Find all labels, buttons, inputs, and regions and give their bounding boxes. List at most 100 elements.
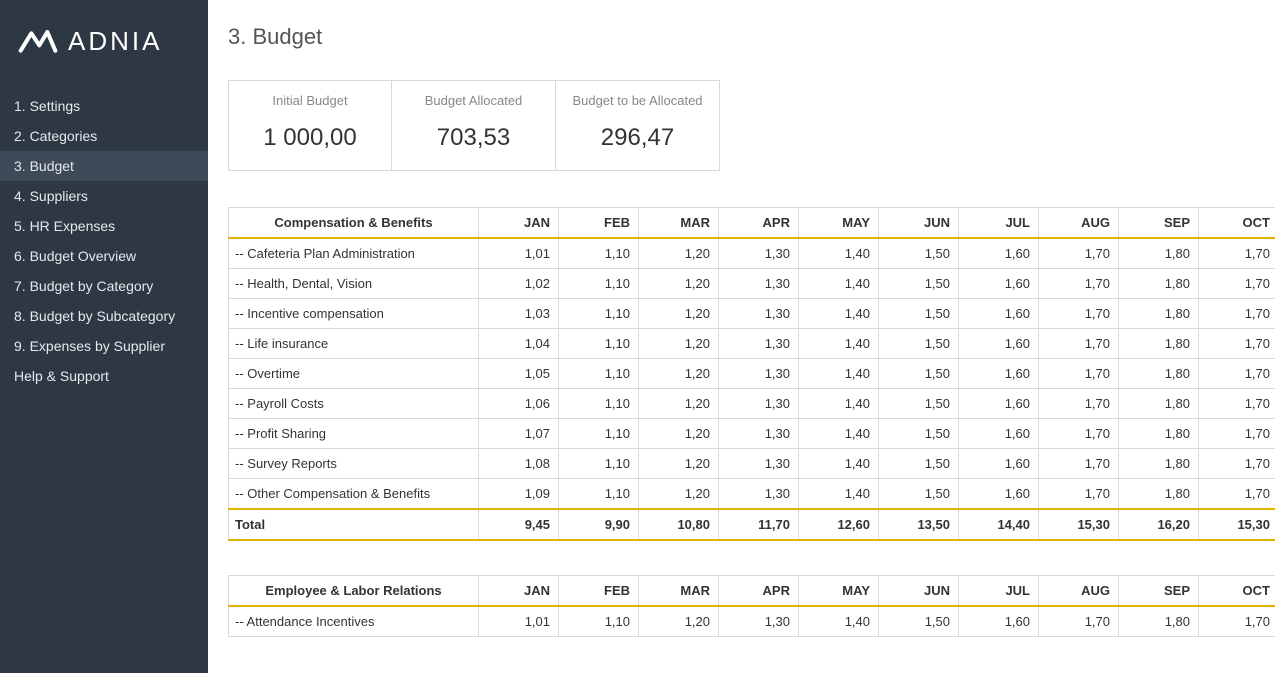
cell-value[interactable]: 1,40 — [799, 238, 879, 269]
cell-value[interactable]: 1,20 — [639, 419, 719, 449]
cell-value[interactable]: 1,01 — [479, 606, 559, 637]
cell-value[interactable]: 1,40 — [799, 269, 879, 299]
row-name[interactable]: -- Survey Reports — [229, 449, 479, 479]
cell-value[interactable]: 1,30 — [719, 606, 799, 637]
cell-value[interactable]: 1,70 — [1199, 479, 1275, 510]
cell-value[interactable]: 1,30 — [719, 389, 799, 419]
cell-value[interactable]: 1,30 — [719, 269, 799, 299]
cell-value[interactable]: 1,60 — [959, 299, 1039, 329]
cell-value[interactable]: 1,70 — [1039, 329, 1119, 359]
cell-value[interactable]: 1,60 — [959, 479, 1039, 510]
row-name[interactable]: -- Payroll Costs — [229, 389, 479, 419]
nav-item[interactable]: 3. Budget — [0, 151, 208, 181]
row-name[interactable]: -- Overtime — [229, 359, 479, 389]
cell-value[interactable]: 1,40 — [799, 359, 879, 389]
cell-value[interactable]: 1,30 — [719, 238, 799, 269]
cell-value[interactable]: 1,60 — [959, 606, 1039, 637]
cell-value[interactable]: 1,80 — [1119, 606, 1199, 637]
cell-value[interactable]: 1,60 — [959, 419, 1039, 449]
row-name[interactable]: -- Cafeteria Plan Administration — [229, 238, 479, 269]
cell-value[interactable]: 1,40 — [799, 449, 879, 479]
cell-value[interactable]: 1,50 — [879, 329, 959, 359]
cell-value[interactable]: 1,50 — [879, 449, 959, 479]
cell-value[interactable]: 1,20 — [639, 359, 719, 389]
cell-value[interactable]: 1,50 — [879, 419, 959, 449]
cell-value[interactable]: 1,10 — [559, 299, 639, 329]
cell-value[interactable]: 1,30 — [719, 449, 799, 479]
cell-value[interactable]: 1,50 — [879, 269, 959, 299]
cell-value[interactable]: 1,20 — [639, 389, 719, 419]
cell-value[interactable]: 1,50 — [879, 238, 959, 269]
cell-value[interactable]: 1,30 — [719, 329, 799, 359]
cell-value[interactable]: 1,70 — [1039, 359, 1119, 389]
cell-value[interactable]: 1,70 — [1199, 238, 1275, 269]
cell-value[interactable]: 1,20 — [639, 479, 719, 510]
cell-value[interactable]: 1,70 — [1039, 419, 1119, 449]
cell-value[interactable]: 1,30 — [719, 479, 799, 510]
cell-value[interactable]: 1,70 — [1039, 606, 1119, 637]
cell-value[interactable]: 1,70 — [1039, 479, 1119, 510]
cell-value[interactable]: 1,80 — [1119, 419, 1199, 449]
nav-item[interactable]: 8. Budget by Subcategory — [0, 301, 208, 331]
cell-value[interactable]: 1,10 — [559, 269, 639, 299]
cell-value[interactable]: 1,02 — [479, 269, 559, 299]
nav-item[interactable]: Help & Support — [0, 361, 208, 391]
cell-value[interactable]: 1,40 — [799, 389, 879, 419]
cell-value[interactable]: 1,70 — [1039, 269, 1119, 299]
cell-value[interactable]: 1,30 — [719, 419, 799, 449]
cell-value[interactable]: 1,40 — [799, 299, 879, 329]
cell-value[interactable]: 1,06 — [479, 389, 559, 419]
cell-value[interactable]: 1,60 — [959, 389, 1039, 419]
cell-value[interactable]: 1,10 — [559, 419, 639, 449]
cell-value[interactable]: 1,20 — [639, 606, 719, 637]
row-name[interactable]: -- Attendance Incentives — [229, 606, 479, 637]
cell-value[interactable]: 1,80 — [1119, 329, 1199, 359]
cell-value[interactable]: 1,70 — [1199, 419, 1275, 449]
nav-item[interactable]: 7. Budget by Category — [0, 271, 208, 301]
cell-value[interactable]: 1,80 — [1119, 389, 1199, 419]
cell-value[interactable]: 1,60 — [959, 238, 1039, 269]
cell-value[interactable]: 1,40 — [799, 606, 879, 637]
nav-item[interactable]: 2. Categories — [0, 121, 208, 151]
cell-value[interactable]: 1,10 — [559, 389, 639, 419]
cell-value[interactable]: 1,08 — [479, 449, 559, 479]
cell-value[interactable]: 1,40 — [799, 419, 879, 449]
cell-value[interactable]: 1,07 — [479, 419, 559, 449]
nav-item[interactable]: 9. Expenses by Supplier — [0, 331, 208, 361]
row-name[interactable]: -- Other Compensation & Benefits — [229, 479, 479, 510]
cell-value[interactable]: 1,20 — [639, 329, 719, 359]
cell-value[interactable]: 1,50 — [879, 606, 959, 637]
cell-value[interactable]: 1,10 — [559, 359, 639, 389]
cell-value[interactable]: 1,60 — [959, 449, 1039, 479]
nav-item[interactable]: 4. Suppliers — [0, 181, 208, 211]
row-name[interactable]: -- Profit Sharing — [229, 419, 479, 449]
cell-value[interactable]: 1,01 — [479, 238, 559, 269]
nav-item[interactable]: 5. HR Expenses — [0, 211, 208, 241]
cell-value[interactable]: 1,70 — [1039, 389, 1119, 419]
cell-value[interactable]: 1,70 — [1199, 449, 1275, 479]
row-name[interactable]: -- Life insurance — [229, 329, 479, 359]
cell-value[interactable]: 1,60 — [959, 329, 1039, 359]
cell-value[interactable]: 1,05 — [479, 359, 559, 389]
cell-value[interactable]: 1,10 — [559, 606, 639, 637]
cell-value[interactable]: 1,03 — [479, 299, 559, 329]
cell-value[interactable]: 1,10 — [559, 329, 639, 359]
cell-value[interactable]: 1,40 — [799, 479, 879, 510]
nav-item[interactable]: 6. Budget Overview — [0, 241, 208, 271]
cell-value[interactable]: 1,20 — [639, 299, 719, 329]
cell-value[interactable]: 1,70 — [1199, 299, 1275, 329]
cell-value[interactable]: 1,70 — [1039, 449, 1119, 479]
cell-value[interactable]: 1,80 — [1119, 479, 1199, 510]
cell-value[interactable]: 1,20 — [639, 449, 719, 479]
cell-value[interactable]: 1,70 — [1199, 329, 1275, 359]
cell-value[interactable]: 1,20 — [639, 269, 719, 299]
cell-value[interactable]: 1,04 — [479, 329, 559, 359]
cell-value[interactable]: 1,60 — [959, 269, 1039, 299]
cell-value[interactable]: 1,80 — [1119, 269, 1199, 299]
cell-value[interactable]: 1,80 — [1119, 359, 1199, 389]
cell-value[interactable]: 1,50 — [879, 359, 959, 389]
cell-value[interactable]: 1,20 — [639, 238, 719, 269]
cell-value[interactable]: 1,40 — [799, 329, 879, 359]
cell-value[interactable]: 1,30 — [719, 299, 799, 329]
cell-value[interactable]: 1,70 — [1199, 359, 1275, 389]
